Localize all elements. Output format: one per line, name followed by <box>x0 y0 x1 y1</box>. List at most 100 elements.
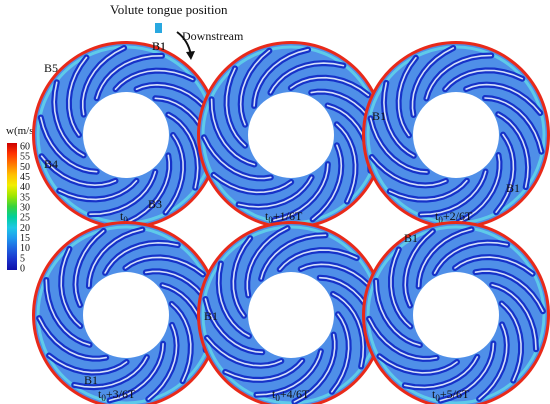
streamline <box>444 69 524 91</box>
impeller-panel: t0+5/6T B1 <box>362 221 550 404</box>
streamline <box>104 241 179 274</box>
impeller-panel: t0+1/6T B1 <box>197 41 398 229</box>
blade-group <box>202 225 380 404</box>
streamline <box>404 356 479 389</box>
streamline <box>290 76 370 96</box>
streamline <box>311 144 343 221</box>
streamline <box>68 56 88 136</box>
streamline <box>204 298 264 354</box>
streamline <box>210 98 256 166</box>
blade-label: B1 <box>204 309 218 323</box>
streamline <box>255 350 322 396</box>
streamline <box>89 170 157 215</box>
time-label: t0+1/6T <box>265 209 303 225</box>
impeller-panel: t0+3/6T B1 <box>32 221 220 404</box>
blade-label: B1 <box>404 231 418 245</box>
hub <box>83 92 169 178</box>
time-suffix: +3/6T <box>106 387 136 401</box>
colorbar-tick-label: 25 <box>20 213 30 224</box>
blade-group <box>37 45 215 225</box>
header: Volute tongue position B1 Downstream <box>110 2 244 60</box>
streamline <box>74 230 105 306</box>
streamline <box>404 230 434 307</box>
streamline <box>239 49 271 126</box>
streamline <box>457 154 501 223</box>
blade-label: B1 <box>84 373 98 387</box>
streamline <box>465 83 541 114</box>
colorbar-tick-label: 0 <box>20 264 25 275</box>
blade-label: B5 <box>44 61 58 75</box>
streamline <box>212 174 292 194</box>
streamline <box>224 359 304 381</box>
time-base: t <box>98 387 102 401</box>
streamline <box>237 176 313 208</box>
streamline <box>419 170 487 216</box>
streamline <box>336 123 357 203</box>
colorbar-tick-label: 30 <box>20 203 30 214</box>
streamline <box>425 54 493 100</box>
colorbar-tick-label: 5 <box>20 253 25 264</box>
streamline <box>369 117 428 173</box>
streamline <box>293 333 336 403</box>
streamline <box>497 113 529 188</box>
tongue-marker <box>155 23 162 33</box>
streamline <box>88 228 144 287</box>
streamline <box>164 134 184 214</box>
time-subscript: 0 <box>435 393 440 403</box>
time-suffix: +2/6T <box>443 209 473 223</box>
streamline <box>260 234 327 280</box>
time-subscript: 0 <box>275 393 280 403</box>
streamline <box>206 336 283 367</box>
hub <box>248 92 334 178</box>
colorbar-tick-label: 50 <box>20 162 30 173</box>
streamline <box>95 55 163 100</box>
time-subscript: 0 <box>101 393 106 403</box>
streamline <box>397 57 417 137</box>
streamline <box>108 343 164 402</box>
streamline <box>38 317 107 360</box>
streamline <box>368 318 438 360</box>
colorbar-title: w(m/s) <box>6 125 38 137</box>
streamline <box>495 133 515 213</box>
blade-label: B1 <box>506 181 520 195</box>
streamline <box>40 155 117 187</box>
streamline <box>269 62 345 94</box>
time-base: t <box>272 387 276 401</box>
colorbar-bar <box>7 143 17 270</box>
streamline <box>58 180 138 201</box>
streamline <box>82 47 125 116</box>
streamline <box>439 342 495 402</box>
streamline <box>474 270 544 312</box>
streamline <box>390 248 412 328</box>
time-suffix: +5/6T <box>440 387 470 401</box>
time-base: t <box>432 387 436 401</box>
streamline <box>484 97 543 153</box>
blade-group <box>201 46 381 224</box>
time-subscript: 0 <box>268 215 273 225</box>
streamline <box>378 355 458 374</box>
impeller-panel: t0+2/6T B1 B1 <box>362 41 550 229</box>
streamline <box>331 313 350 393</box>
blade-label: B1 <box>372 109 386 123</box>
streamline <box>383 82 415 157</box>
streamline <box>371 156 447 187</box>
time-subscript: 0 <box>438 215 443 225</box>
time-label: t0+4/6T <box>272 387 310 403</box>
blade-label: B1 <box>152 39 166 53</box>
hub <box>413 272 499 358</box>
colorbar-tick-label: 20 <box>20 223 30 234</box>
streamline <box>114 69 194 90</box>
time-suffix: +4/6T <box>280 387 310 401</box>
streamline <box>147 324 178 400</box>
streamline <box>170 303 192 382</box>
streamline <box>500 302 522 382</box>
time-base: t <box>435 209 439 223</box>
blade-group <box>366 226 546 404</box>
streamline <box>411 47 455 116</box>
hub <box>413 92 499 178</box>
streamline <box>217 262 250 337</box>
impeller-panel: t0+4/6T B1 <box>197 221 385 404</box>
streamline <box>127 154 170 223</box>
